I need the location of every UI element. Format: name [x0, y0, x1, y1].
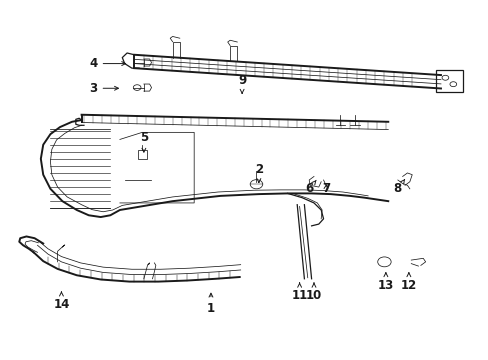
Text: 3: 3 — [89, 82, 118, 95]
Text: 13: 13 — [377, 273, 393, 292]
Text: 6: 6 — [305, 180, 315, 195]
Text: 1: 1 — [206, 293, 215, 315]
Text: 5: 5 — [140, 131, 148, 152]
Text: 4: 4 — [89, 57, 125, 70]
Text: 10: 10 — [305, 283, 322, 302]
Text: 12: 12 — [400, 273, 416, 292]
Text: 9: 9 — [238, 74, 246, 93]
Text: 14: 14 — [53, 292, 69, 311]
Bar — [138, 150, 146, 159]
Text: 7: 7 — [321, 182, 329, 195]
Text: 8: 8 — [393, 179, 404, 195]
Text: 11: 11 — [291, 283, 307, 302]
Text: 2: 2 — [254, 163, 263, 183]
